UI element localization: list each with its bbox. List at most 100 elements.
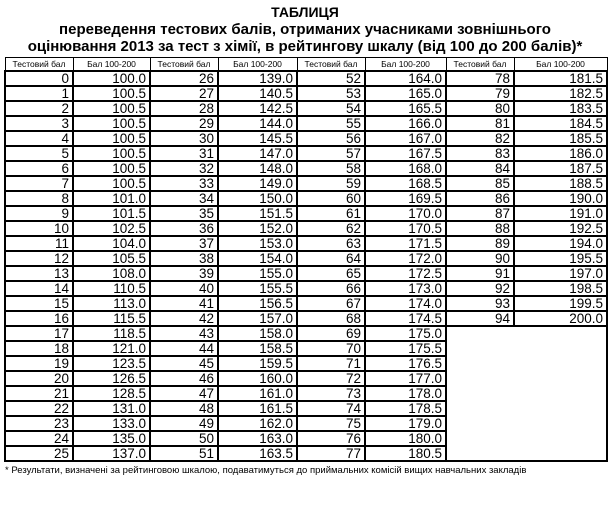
test-score-cell: 51 <box>149 445 219 462</box>
rating-score-cell: 174.0 <box>364 295 447 312</box>
header-row: Тестовий бал Бал 100-200 Тестовий бал Ба… <box>4 57 608 72</box>
test-score-cell: 19 <box>4 355 74 372</box>
table-row: 24 135.0 50 163.0 76 180.0 <box>4 430 607 447</box>
test-score-cell: 17 <box>4 325 74 342</box>
rating-score-cell: 152.0 <box>217 220 298 237</box>
rating-score-cell: 164.0 <box>364 70 447 87</box>
test-score-cell: 73 <box>296 385 366 402</box>
test-score-cell: 67 <box>296 295 366 312</box>
test-score-cell: 43 <box>149 325 219 342</box>
footnote: * Результати, визначені за рейтинговою ш… <box>5 465 527 476</box>
rating-score-cell: 165.0 <box>364 85 447 102</box>
rating-score-cell: 104.0 <box>72 235 151 252</box>
rating-score-cell: 131.0 <box>72 400 151 417</box>
test-score-cell: 32 <box>149 160 219 177</box>
rating-score-cell: 100.5 <box>72 130 151 147</box>
test-score-cell: 84 <box>445 160 515 177</box>
test-score-cell: 89 <box>445 235 515 252</box>
test-score-cell: 77 <box>296 445 366 462</box>
rating-score-cell: 180.0 <box>364 430 447 447</box>
rating-score-cell: 110.5 <box>72 280 151 297</box>
rating-score-cell: 163.0 <box>217 430 298 447</box>
test-score-cell: 60 <box>296 190 366 207</box>
rating-score-cell: 121.0 <box>72 340 151 357</box>
test-score-cell: 50 <box>149 430 219 447</box>
rating-score-cell: 173.0 <box>364 280 447 297</box>
test-score-cell: 53 <box>296 85 366 102</box>
rating-score-cell: 198.5 <box>513 280 608 297</box>
rating-score-cell: 100.5 <box>72 100 151 117</box>
test-score-cell: 26 <box>149 70 219 87</box>
test-score-cell: 68 <box>296 310 366 327</box>
test-score-cell: 14 <box>4 280 74 297</box>
test-score-cell: 76 <box>296 430 366 447</box>
table-title-line1: ТАБЛИЦЯ <box>271 4 339 20</box>
test-score-cell: 59 <box>296 175 366 192</box>
test-score-cell: 4 <box>4 130 74 147</box>
test-score-cell: 9 <box>4 205 74 222</box>
test-score-cell: 5 <box>4 145 74 162</box>
test-score-cell: 62 <box>296 220 366 237</box>
test-score-cell: 2 <box>4 100 74 117</box>
test-score-cell: 46 <box>149 370 219 387</box>
rating-score-cell: 153.0 <box>217 235 298 252</box>
test-score-cell: 65 <box>296 265 366 282</box>
rating-score-cell: 101.0 <box>72 190 151 207</box>
test-score-cell: 49 <box>149 415 219 432</box>
test-score-cell: 21 <box>4 385 74 402</box>
rating-score-cell: 170.5 <box>364 220 447 237</box>
table-row: 16 115.5 42 157.0 68 174.5 94 200.0 <box>4 310 608 327</box>
rating-score-cell: 148.0 <box>217 160 298 177</box>
column-header-test-score: Тестовий бал <box>445 57 515 72</box>
table-title-line3: оцінювання 2013 за тест з хімії, в рейти… <box>27 38 583 55</box>
test-score-cell: 80 <box>445 100 515 117</box>
rating-score-cell: 135.0 <box>72 430 151 447</box>
rating-score-cell: 100.5 <box>72 175 151 192</box>
test-score-cell: 36 <box>149 220 219 237</box>
table-row: 3 100.5 29 144.0 55 166.0 81 184.5 <box>4 115 608 132</box>
test-score-cell: 44 <box>149 340 219 357</box>
rating-score-cell: 177.0 <box>364 370 447 387</box>
test-score-cell: 0 <box>4 70 74 87</box>
rating-score-cell: 192.5 <box>513 220 608 237</box>
test-score-cell: 66 <box>296 280 366 297</box>
test-score-cell: 56 <box>296 130 366 147</box>
table-row: 23 133.0 49 162.0 75 179.0 <box>4 415 607 432</box>
rating-score-cell: 199.5 <box>513 295 608 312</box>
rating-score-cell: 100.5 <box>72 160 151 177</box>
table-row: 10 102.5 36 152.0 62 170.5 88 192.5 <box>4 220 608 237</box>
column-header-rating-score: Бал 100-200 <box>72 57 151 72</box>
rating-score-cell: 187.5 <box>513 160 608 177</box>
column-header-test-score: Тестовий бал <box>149 57 219 72</box>
rating-score-cell: 118.5 <box>72 325 151 342</box>
test-score-cell: 27 <box>149 85 219 102</box>
test-score-cell: 6 <box>4 160 74 177</box>
rating-score-cell: 170.0 <box>364 205 447 222</box>
test-score-cell: 1 <box>4 85 74 102</box>
rating-score-cell: 150.0 <box>217 190 298 207</box>
rating-score-cell: 154.0 <box>217 250 298 267</box>
test-score-cell: 41 <box>149 295 219 312</box>
test-score-cell: 3 <box>4 115 74 132</box>
rating-score-cell: 102.5 <box>72 220 151 237</box>
column-header-test-score: Тестовий бал <box>296 57 366 72</box>
table-row: 4 100.5 30 145.5 56 167.0 82 185.5 <box>4 130 608 147</box>
rating-score-cell: 100.0 <box>72 70 151 87</box>
rating-score-cell: 172.0 <box>364 250 447 267</box>
table-row: 15 113.0 41 156.5 67 174.0 93 199.5 <box>4 295 608 312</box>
test-score-cell: 79 <box>445 85 515 102</box>
test-score-cell: 37 <box>149 235 219 252</box>
test-score-cell: 74 <box>296 400 366 417</box>
rating-score-cell: 175.5 <box>364 340 447 357</box>
rating-score-cell: 156.5 <box>217 295 298 312</box>
rating-score-cell: 178.5 <box>364 400 447 417</box>
rating-score-cell: 137.0 <box>72 445 151 462</box>
conversion-table: Тестовий бал Бал 100-200 Тестовий бал Ба… <box>4 57 608 462</box>
table-row: 12 105.5 38 154.0 64 172.0 90 195.5 <box>4 250 608 267</box>
column-header-rating-score: Бал 100-200 <box>513 57 608 72</box>
rating-score-cell: 179.0 <box>364 415 447 432</box>
table-row: 25 137.0 51 163.5 77 180.5 <box>4 445 607 462</box>
test-score-cell: 78 <box>445 70 515 87</box>
test-score-cell: 10 <box>4 220 74 237</box>
rating-score-cell: 166.0 <box>364 115 447 132</box>
